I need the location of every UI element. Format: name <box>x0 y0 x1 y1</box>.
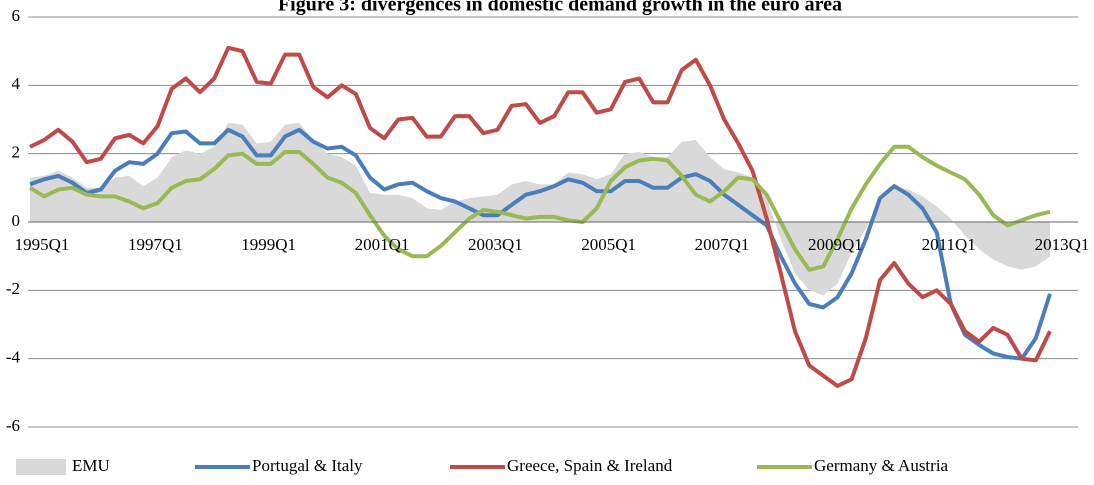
legend-label: EMU <box>72 456 110 475</box>
y-tick-label: -4 <box>6 348 21 367</box>
x-tick-label: 2009Q1 <box>808 235 863 254</box>
legend-label: Greece, Spain & Ireland <box>507 456 673 475</box>
legend-label: Germany & Austria <box>814 456 949 475</box>
y-tick-label: 6 <box>12 6 21 25</box>
x-tick-label: 1999Q1 <box>241 235 296 254</box>
y-tick-label: 0 <box>12 211 21 230</box>
x-tick-label: 2005Q1 <box>581 235 636 254</box>
line <box>29 127 1052 361</box>
x-tick-label: 2011Q1 <box>922 235 976 254</box>
y-tick-label: -6 <box>6 416 20 435</box>
chart-title: Figure 3: divergences in domestic demand… <box>278 0 842 16</box>
y-tick-label: 2 <box>12 143 21 162</box>
line <box>29 45 1052 388</box>
line <box>28 144 1051 272</box>
y-tick-label: 4 <box>12 74 21 93</box>
x-tick-label: 1997Q1 <box>128 235 183 254</box>
x-tick-label: 2003Q1 <box>468 235 523 254</box>
x-tick-label: 2007Q1 <box>695 235 750 254</box>
x-tick-label: 1995Q1 <box>15 235 70 254</box>
legend-swatch <box>16 459 66 475</box>
x-tick-label: 2001Q1 <box>355 235 410 254</box>
x-tick-label: 2013Q1 <box>1035 235 1090 254</box>
legend-label: Portugal & Italy <box>252 456 363 475</box>
y-tick-label: -2 <box>6 279 20 298</box>
